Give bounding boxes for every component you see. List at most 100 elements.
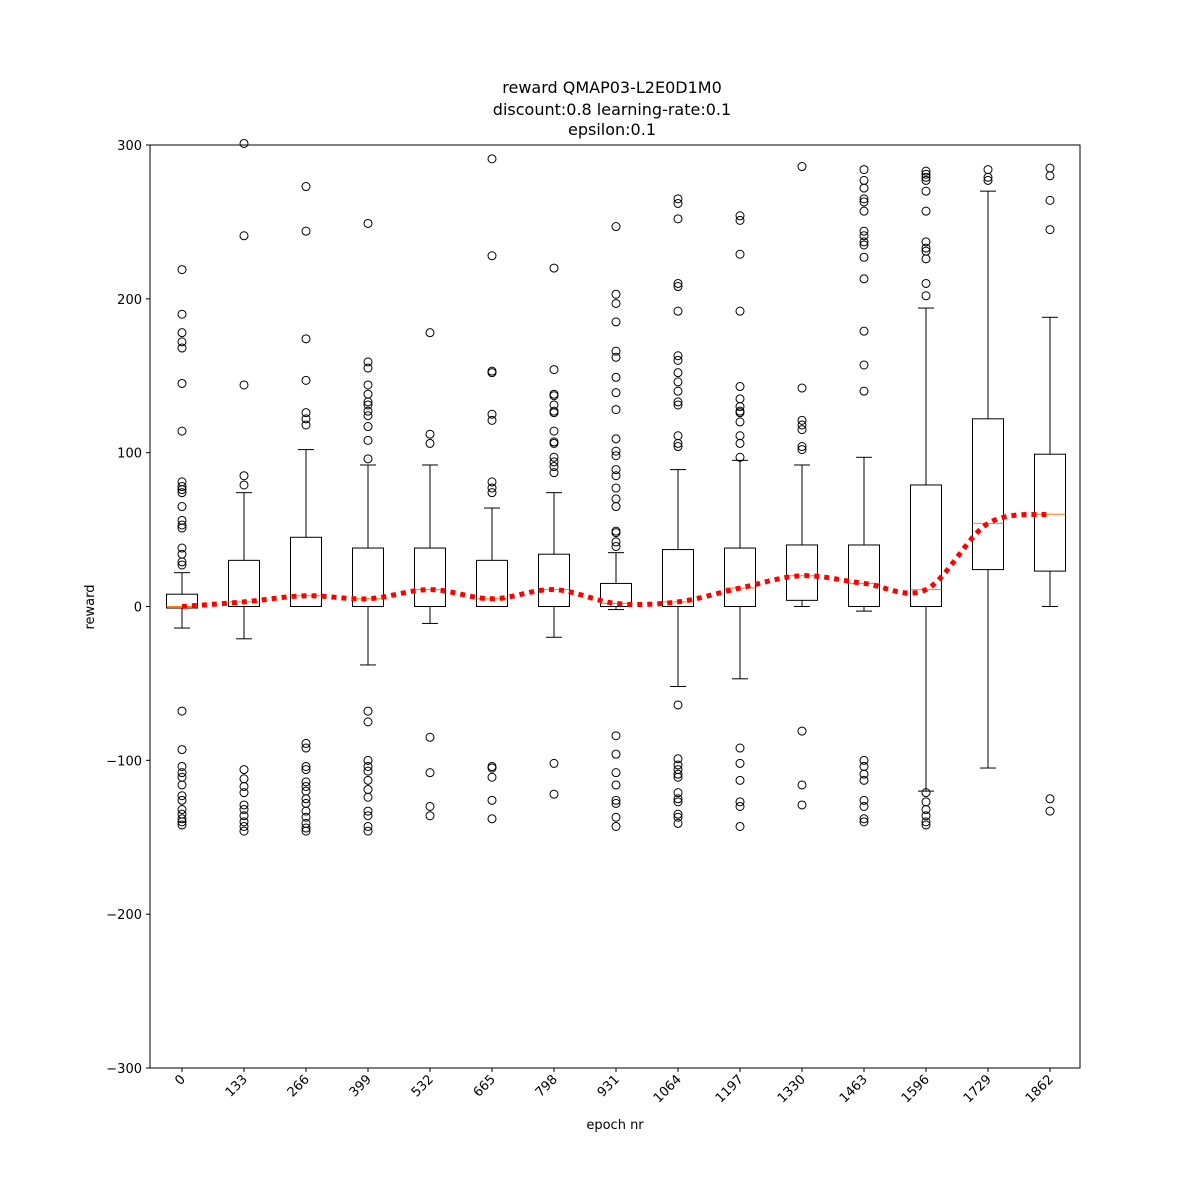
outlier-point [239, 231, 249, 241]
outlier-point [611, 222, 621, 232]
outlier-point [859, 175, 869, 185]
outlier-point [363, 821, 373, 831]
outlier-point [611, 446, 621, 456]
outlier-point [301, 818, 311, 828]
outlier-point [735, 306, 745, 316]
outlier-point [673, 278, 683, 288]
x-tick-label: 133 [223, 1072, 251, 1100]
outlier-point [921, 811, 931, 821]
outlier-point [921, 172, 931, 182]
outlier-point [735, 402, 745, 412]
outlier-point [177, 426, 187, 436]
outlier-point [549, 789, 559, 799]
outlier-point [487, 795, 497, 805]
outlier-point [673, 818, 683, 828]
outlier-point [177, 791, 187, 801]
outlier-point [859, 326, 869, 336]
outlier-point [859, 165, 869, 175]
outlier-point [921, 291, 931, 301]
outlier-point [921, 788, 931, 798]
outlier-point [177, 520, 187, 530]
outlier-point [673, 431, 683, 441]
outlier-point [859, 814, 869, 824]
outlier-point [921, 237, 931, 247]
outlier-point [921, 166, 931, 176]
outlier-point [735, 775, 745, 785]
outlier-point [735, 215, 745, 225]
outlier-point [239, 471, 249, 481]
outlier-point [177, 515, 187, 525]
chart-title-line-3: epsilon:0.1 [568, 120, 656, 139]
x-tick-label: 665 [471, 1072, 499, 1100]
outlier-point [1045, 171, 1055, 181]
outlier-point [611, 821, 621, 831]
outlier-point [549, 758, 559, 768]
outlier-point [735, 382, 745, 392]
outlier-point [177, 795, 187, 805]
outlier-point [301, 812, 311, 822]
outlier-point [549, 462, 559, 472]
outlier-point [301, 823, 311, 833]
trend-line [181, 511, 1051, 609]
y-axis: −300 −200 −100 0 100 200 300 [106, 139, 150, 1077]
outlier-point [611, 494, 621, 504]
outlier-point [797, 445, 807, 455]
outlier-point [177, 488, 187, 498]
outlier-point [735, 431, 745, 441]
outlier-point [859, 252, 869, 262]
box-group [1034, 163, 1066, 816]
trend-line-group [181, 511, 1051, 609]
outlier-point [673, 760, 683, 770]
x-tick-label: 1463 [837, 1072, 871, 1106]
x-tick-label: 1729 [961, 1072, 995, 1106]
outlier-point [363, 706, 373, 716]
box-iqr [786, 544, 818, 601]
outlier-point [301, 408, 311, 418]
outlier-point [425, 429, 435, 439]
x-axis: 0 133 266 399 532 665 798 931 1064 1197 1330 1463 15… [172, 1068, 1057, 1106]
outlier-point [611, 749, 621, 759]
outlier-point [425, 438, 435, 448]
outlier-point [363, 761, 373, 771]
box-group [538, 263, 570, 799]
outlier-point [487, 415, 497, 425]
outlier-point [1045, 163, 1055, 173]
outlier-point [859, 274, 869, 284]
outlier-point [611, 451, 621, 461]
outlier-point [1045, 794, 1055, 804]
outlier-point [921, 175, 931, 185]
outlier-point [177, 820, 187, 830]
outlier-point [549, 468, 559, 478]
outlier-point [177, 768, 187, 778]
outlier-point [921, 254, 931, 264]
box-iqr [476, 559, 508, 607]
outlier-point [611, 352, 621, 362]
x-tick-label: 798 [533, 1072, 561, 1100]
x-tick-label: 1330 [775, 1072, 809, 1106]
outlier-point [921, 805, 931, 815]
outlier-point [239, 811, 249, 821]
y-tick-label: 200 [117, 293, 142, 308]
outlier-point [1045, 195, 1055, 205]
box-group [228, 138, 260, 836]
outlier-point [239, 805, 249, 815]
outlier-point [611, 405, 621, 415]
outlier-point [859, 231, 869, 241]
outlier-point [673, 812, 683, 822]
box-group [848, 165, 880, 827]
outlier-point [735, 249, 745, 259]
outlier-point [487, 814, 497, 824]
outlier-point [611, 471, 621, 481]
outlier-point [177, 477, 187, 487]
x-axis-label: epoch nr [586, 1118, 644, 1133]
outlier-point [363, 717, 373, 727]
outlier-point [239, 826, 249, 836]
outlier-point [859, 360, 869, 370]
outlier-point [487, 251, 497, 261]
outlier-point [487, 368, 497, 378]
box-iqr [600, 582, 632, 607]
outlier-point [735, 801, 745, 811]
outlier-point [177, 337, 187, 347]
box-iqr [290, 536, 322, 608]
